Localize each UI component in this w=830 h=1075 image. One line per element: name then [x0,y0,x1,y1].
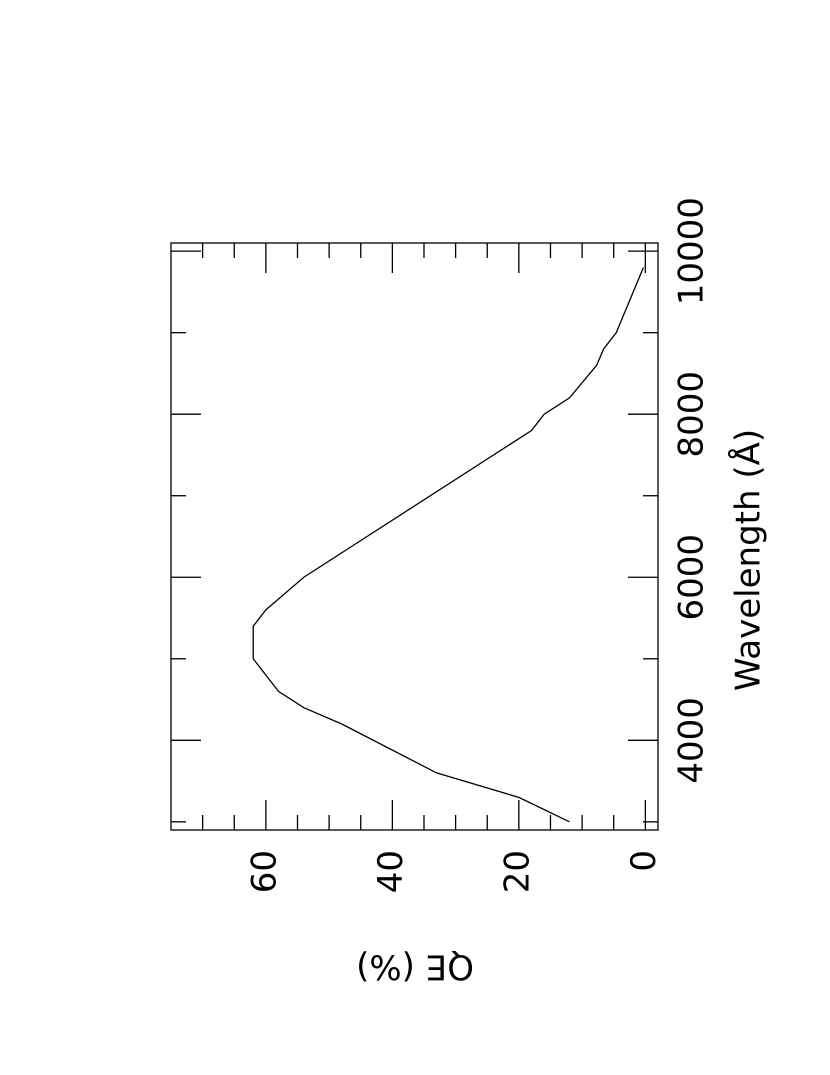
y-axis-label: QE (%) [356,947,474,987]
x-axis-label: Wavelength (Å) [728,429,769,691]
plot-frame [170,242,659,831]
y-tick-label: 60 [244,850,284,893]
y-tick-label: 40 [371,850,411,893]
data-line [252,267,645,823]
y-tick-label: 0 [624,850,664,872]
rotated-plot: Wavelength (Å) QE (%) 4000 6000 8000 10000 0… [170,197,769,987]
x-tick-label: 10000 [672,197,712,305]
x-tick-label: 4000 [672,697,712,784]
x-tick-label: 8000 [672,371,712,458]
x-tick-label: 6000 [672,534,712,621]
y-tick-label: 20 [497,850,537,893]
